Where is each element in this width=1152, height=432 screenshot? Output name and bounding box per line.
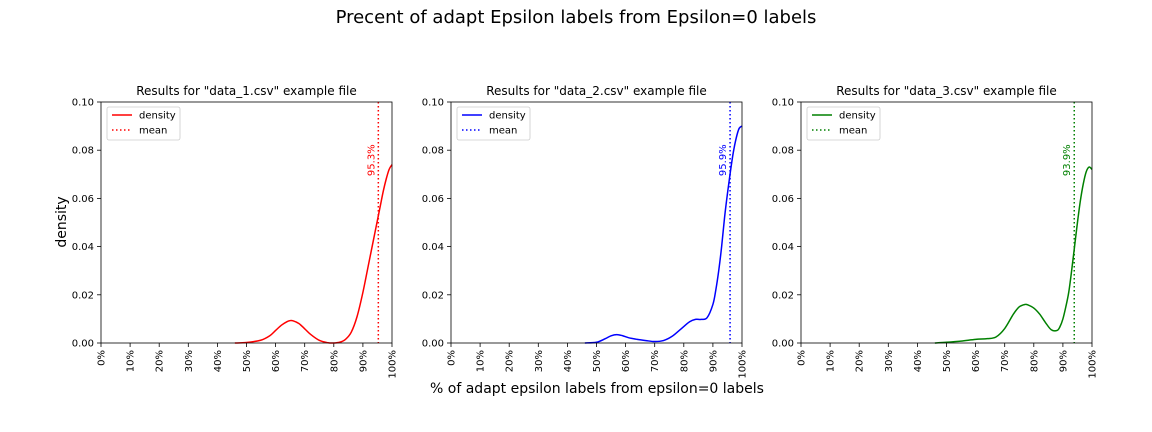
y-tick-label: 0.02 bbox=[422, 290, 444, 301]
x-tick-label: 100% bbox=[1088, 350, 1099, 379]
x-tick-label: 40% bbox=[563, 350, 574, 372]
x-tick-label: 80% bbox=[679, 350, 690, 372]
x-tick-label: 100% bbox=[388, 350, 399, 379]
y-tick-label: 0.08 bbox=[422, 146, 444, 157]
y-tick-label: 0.04 bbox=[422, 242, 444, 253]
legend-label: density bbox=[139, 111, 176, 122]
y-tick-label: 0.00 bbox=[422, 339, 444, 350]
mean-label: 93.9% bbox=[1062, 144, 1073, 176]
x-tick-label: 20% bbox=[505, 350, 516, 372]
y-tick-label: 0.04 bbox=[72, 242, 94, 253]
x-tick-label: 30% bbox=[184, 350, 195, 372]
chart-panel-3: Results for "data_3.csv" example file 0.0… bbox=[772, 84, 1099, 379]
x-tick-label: 80% bbox=[329, 350, 340, 372]
figure-xlabel: % of adapt epsilon labels from epsilon=0… bbox=[430, 381, 764, 397]
y-tick-label: 0.06 bbox=[772, 194, 794, 205]
legend: density mean bbox=[456, 106, 531, 141]
figure-suptitle: Precent of adapt Epsilon labels from Eps… bbox=[336, 7, 817, 28]
density-line bbox=[234, 164, 393, 344]
x-tick-label: 50% bbox=[942, 350, 953, 372]
y-tick-label: 0.08 bbox=[72, 146, 94, 157]
y-tick-label: 0.00 bbox=[72, 339, 94, 350]
chart-panel-1: Results for "data_1.csv" example file 0.0… bbox=[72, 84, 399, 379]
x-tick-label: 0% bbox=[97, 350, 108, 366]
chart-title: Results for "data_3.csv" example file bbox=[836, 84, 1056, 98]
x-tick-label: 20% bbox=[155, 350, 166, 372]
legend-label: mean bbox=[489, 126, 517, 137]
legend-label: mean bbox=[839, 126, 867, 137]
x-tick-label: 60% bbox=[971, 350, 982, 372]
y-tick-label: 0.04 bbox=[772, 242, 794, 253]
density-line bbox=[934, 166, 1093, 344]
mean-label: 95.9% bbox=[718, 144, 729, 176]
x-tick-label: 60% bbox=[271, 350, 282, 372]
x-tick-label: 50% bbox=[242, 350, 253, 372]
figure-ylabel: density bbox=[54, 196, 70, 247]
axes-frame bbox=[450, 101, 743, 344]
legend: density mean bbox=[806, 106, 881, 141]
x-tick-label: 90% bbox=[1058, 350, 1069, 372]
x-tick-label: 10% bbox=[126, 350, 137, 372]
x-tick-label: 50% bbox=[592, 350, 603, 372]
y-tick-label: 0.10 bbox=[422, 98, 444, 109]
x-tick-label: 20% bbox=[855, 350, 866, 372]
x-tick-label: 0% bbox=[447, 350, 458, 366]
y-tick-label: 0.02 bbox=[772, 290, 794, 301]
x-tick-label: 30% bbox=[884, 350, 895, 372]
mean-label: 95.3% bbox=[366, 144, 377, 176]
y-tick-label: 0.10 bbox=[72, 98, 94, 109]
x-tick-label: 90% bbox=[358, 350, 369, 372]
x-tick-label: 30% bbox=[534, 350, 545, 372]
chart-panel-2: Results for "data_2.csv" example file 0.0… bbox=[422, 84, 749, 379]
x-tick-label: 90% bbox=[708, 350, 719, 372]
legend: density mean bbox=[106, 106, 181, 141]
legend-label: density bbox=[489, 111, 526, 122]
x-tick-label: 100% bbox=[738, 350, 749, 379]
x-tick-label: 0% bbox=[797, 350, 808, 366]
x-tick-label: 10% bbox=[476, 350, 487, 372]
chart-title: Results for "data_1.csv" example file bbox=[136, 84, 356, 98]
x-tick-label: 40% bbox=[213, 350, 224, 372]
x-tick-label: 70% bbox=[300, 350, 311, 372]
legend-label: mean bbox=[139, 126, 167, 137]
y-tick-label: 0.10 bbox=[772, 98, 794, 109]
y-tick-label: 0.08 bbox=[772, 146, 794, 157]
x-tick-label: 40% bbox=[913, 350, 924, 372]
density-line bbox=[584, 125, 743, 344]
x-tick-label: 80% bbox=[1029, 350, 1040, 372]
chart-title: Results for "data_2.csv" example file bbox=[486, 84, 706, 98]
axes-frame bbox=[800, 101, 1093, 344]
y-tick-label: 0.00 bbox=[772, 339, 794, 350]
legend-label: density bbox=[839, 111, 876, 122]
axes-frame bbox=[100, 101, 393, 344]
x-tick-label: 70% bbox=[650, 350, 661, 372]
x-tick-label: 10% bbox=[826, 350, 837, 372]
chart-panels: Results for "data_1.csv" example file 0.0… bbox=[72, 84, 1099, 379]
y-tick-label: 0.02 bbox=[72, 290, 94, 301]
y-tick-label: 0.06 bbox=[72, 194, 94, 205]
y-tick-label: 0.06 bbox=[422, 194, 444, 205]
x-tick-label: 70% bbox=[1000, 350, 1011, 372]
x-tick-label: 60% bbox=[621, 350, 632, 372]
